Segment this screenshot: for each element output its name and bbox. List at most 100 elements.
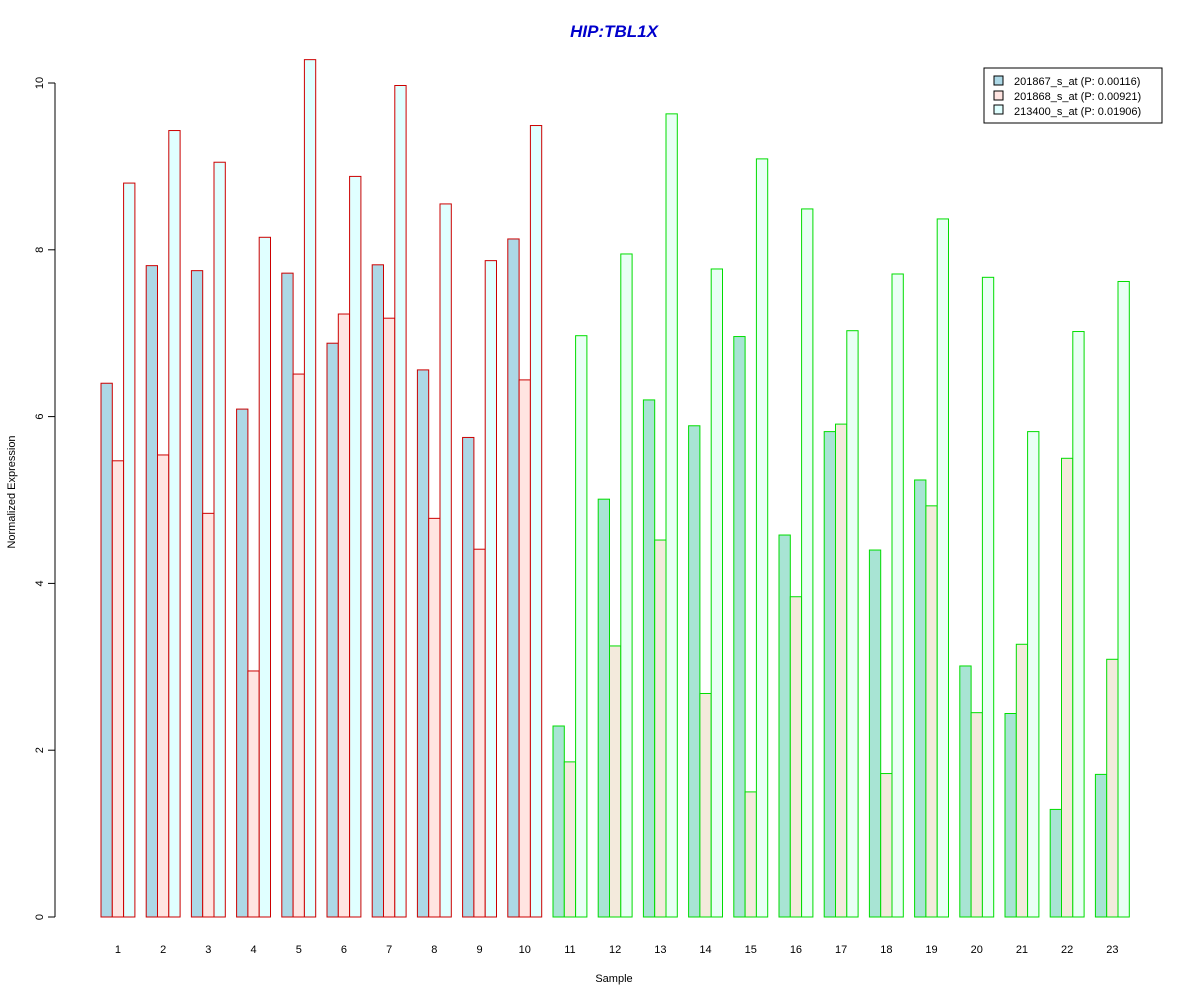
bar-sample-12-series-2: [609, 645, 622, 918]
legend-box: [983, 67, 1163, 124]
bar-sample-23-series-3: [1117, 280, 1130, 918]
x-axis-title: Sample: [595, 973, 632, 985]
y-tick-label: 6: [34, 414, 46, 420]
legend-swatch-1: [993, 75, 1004, 86]
bar-sample-3-series-3: [213, 161, 226, 918]
x-tick-label: 10: [519, 944, 531, 956]
bar-sample-17-series-1: [823, 431, 837, 918]
bar-sample-17-series-3: [846, 330, 859, 918]
bar-sample-9-series-2: [473, 548, 486, 918]
bar-sample-13-series-2: [654, 539, 667, 918]
bar-sample-9-series-3: [484, 260, 498, 918]
bar-sample-11-series-2: [563, 761, 577, 918]
bar-sample-8-series-2: [428, 517, 441, 918]
bar-sample-18-series-3: [891, 273, 904, 918]
bars: [100, 59, 1130, 918]
bar-sample-21-series-1: [1004, 713, 1017, 918]
legend-swatch-3: [993, 104, 1004, 115]
bar-sample-4-series-1: [236, 408, 249, 918]
x-tick-label: 11: [564, 944, 575, 956]
y-tick-label: 2: [34, 747, 46, 753]
bar-sample-7-series-3: [394, 85, 407, 918]
bar-sample-17-series-2: [835, 423, 848, 918]
bar-sample-5-series-2: [292, 373, 305, 918]
bar-sample-15-series-2: [744, 791, 757, 918]
bar-sample-15-series-1: [733, 336, 746, 918]
bar-sample-6-series-3: [349, 175, 362, 918]
bar-sample-12-series-1: [597, 498, 611, 918]
y-axis: 0 2 4 6 8 10: [34, 77, 56, 920]
x-tick-label: 20: [971, 944, 983, 956]
bar-sample-20-series-1: [959, 665, 972, 918]
bar-sample-19-series-1: [914, 479, 927, 918]
x-tick-labels: 1 2 3 4 5 6 7 8 9 10 11 12 13 14 15 16 17 18 19 20 21 22 23: [115, 944, 1119, 956]
bar-sample-14-series-3: [710, 268, 724, 918]
x-tick-label: 15: [745, 944, 757, 956]
bar-sample-20-series-2: [970, 712, 983, 918]
y-axis-title: Normalized Expression: [6, 435, 18, 548]
bar-sample-6-series-2: [337, 313, 351, 918]
bar-sample-4-series-2: [247, 670, 260, 918]
x-tick-label: 14: [699, 944, 711, 956]
bar-sample-16-series-1: [778, 534, 791, 918]
x-tick-label: 12: [609, 944, 621, 956]
x-tick-label: 18: [880, 944, 892, 956]
bar-sample-22-series-3: [1072, 331, 1085, 918]
x-tick-label: 22: [1061, 944, 1073, 956]
chart-title: HIP:TBL1X: [570, 22, 660, 41]
bar-sample-11-series-1: [552, 725, 565, 918]
x-tick-label: 16: [790, 944, 802, 956]
legend: 201867_s_at (P: 0.00116) 201868_s_at (P:…: [983, 67, 1163, 124]
bar-sample-12-series-3: [620, 253, 633, 918]
bar-sample-3-series-1: [190, 270, 204, 918]
bar-sample-6-series-1: [326, 342, 339, 918]
x-tick-label: 8: [431, 944, 437, 956]
bar-sample-5-series-1: [281, 272, 294, 918]
x-tick-label: 5: [296, 944, 302, 956]
bar-sample-10-series-1: [507, 238, 520, 918]
bar-sample-21-series-3: [1027, 431, 1040, 918]
bar-sample-2-series-3: [168, 130, 181, 918]
bar-sample-14-series-2: [699, 692, 712, 918]
legend-label-1: 201867_s_at (P: 0.00116): [1014, 76, 1140, 88]
bar-sample-3-series-2: [202, 512, 215, 918]
x-tick-label: 3: [205, 944, 211, 956]
legend-label-2: 201868_s_at (P: 0.00921): [1014, 91, 1141, 103]
bar-sample-1-series-3: [123, 182, 136, 918]
bar-sample-15-series-3: [755, 158, 769, 918]
bar-sample-11-series-3: [575, 335, 588, 918]
bar-sample-7-series-1: [371, 264, 385, 918]
x-tick-label: 21: [1016, 944, 1028, 956]
bar-sample-2-series-1: [145, 265, 158, 918]
bar-sample-22-series-2: [1061, 457, 1074, 918]
y-tick-label: 0: [34, 914, 46, 920]
bar-sample-23-series-1: [1094, 773, 1108, 918]
bar-sample-8-series-1: [416, 369, 430, 918]
x-tick-label: 17: [835, 944, 847, 956]
x-tick-label: 23: [1106, 944, 1118, 956]
bar-sample-14-series-1: [688, 425, 701, 918]
bar-sample-10-series-2: [518, 379, 531, 918]
bar-sample-10-series-3: [529, 125, 543, 918]
x-tick-label: 4: [250, 944, 256, 956]
bar-sample-16-series-3: [801, 208, 814, 918]
x-tick-label: 2: [160, 944, 166, 956]
bar-sample-13-series-3: [665, 113, 678, 918]
bar-sample-18-series-2: [880, 773, 893, 918]
x-tick-label: 9: [476, 944, 482, 956]
bar-sample-8-series-3: [439, 203, 452, 918]
bar-sample-4-series-3: [258, 236, 272, 918]
x-tick-label: 13: [654, 944, 666, 956]
bar-sample-21-series-2: [1015, 643, 1029, 918]
y-tick-label: 4: [34, 580, 46, 586]
legend-swatch-2: [993, 90, 1004, 101]
x-tick-label: 6: [341, 944, 347, 956]
bar-sample-23-series-2: [1106, 658, 1119, 918]
y-tick-label: 8: [34, 247, 46, 253]
x-tick-label: 19: [925, 944, 937, 956]
bar-sample-19-series-2: [925, 505, 938, 918]
bar-sample-22-series-1: [1049, 808, 1062, 918]
bar-sample-1-series-2: [111, 460, 125, 918]
x-tick-label: 7: [386, 944, 392, 956]
